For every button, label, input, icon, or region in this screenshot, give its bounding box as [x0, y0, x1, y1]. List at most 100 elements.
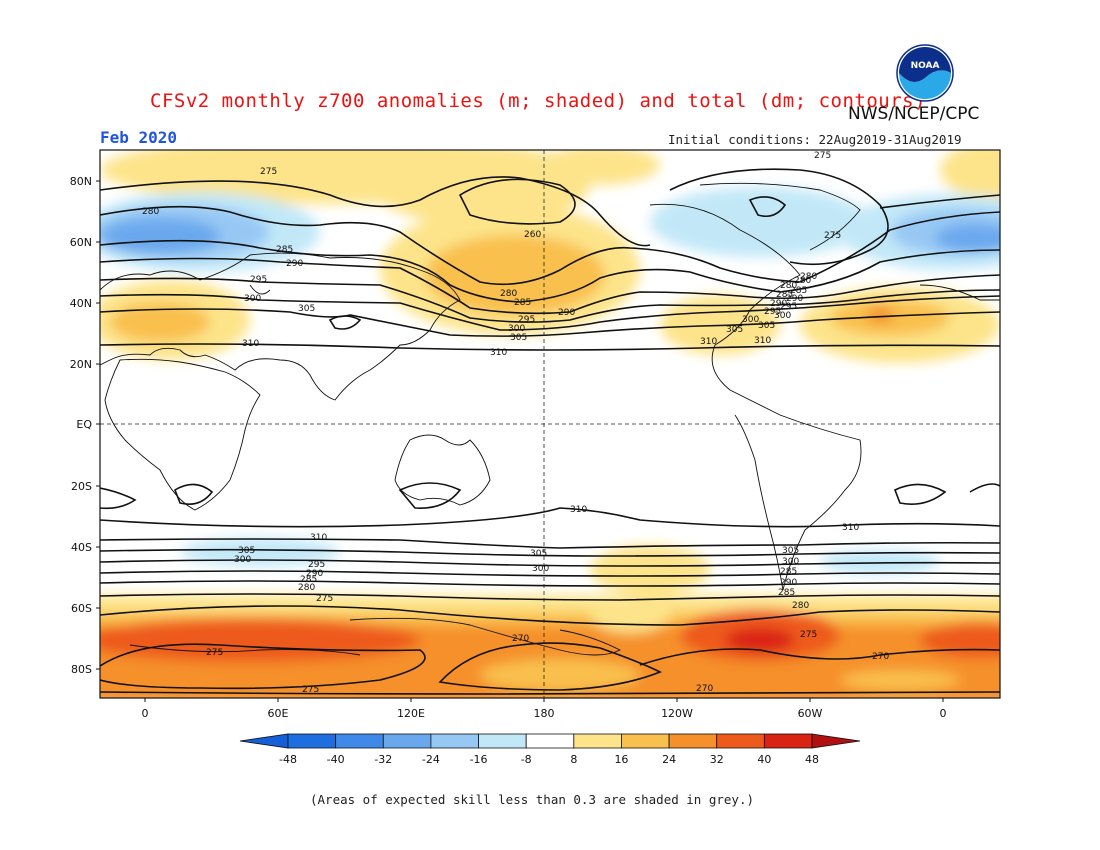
height-contours	[100, 168, 1000, 695]
contour-label: 310	[570, 505, 587, 515]
contour-label: 295	[764, 307, 781, 317]
contour-label: 300	[508, 324, 525, 334]
lat-tick-label: 60S	[71, 602, 92, 615]
colorbar-under-arrow	[239, 733, 289, 749]
contour-label: 280	[500, 289, 517, 299]
lon-tick-label: 120W	[661, 707, 693, 720]
colorbar-boxes	[287, 733, 813, 749]
colorbar-level-label: 8	[570, 753, 577, 766]
contour-label: 305	[530, 549, 547, 559]
colorbar-swatch	[525, 733, 575, 749]
contour-label: 300	[532, 564, 549, 574]
contour-label: 295	[780, 302, 797, 312]
contour-label: 270	[696, 684, 713, 694]
contour-label: 295	[518, 315, 535, 325]
contour-label: 310	[242, 339, 259, 349]
noaa-logo-icon: NOAA	[896, 44, 954, 102]
colorbar-over-arrow	[811, 733, 861, 749]
contour-label: 305	[298, 304, 315, 314]
contour-label: 310	[754, 336, 771, 346]
map-panel: 275 280 285 290 295 300 305 310 280 285 …	[99, 149, 1001, 699]
lat-tick-label: 60N	[70, 236, 92, 249]
contour-label: 305	[510, 333, 527, 343]
coastlines	[100, 182, 1000, 656]
lon-tick-label: 120E	[397, 707, 425, 720]
colorbar-level-label: -40	[327, 753, 345, 766]
contour-label: 310	[842, 523, 859, 533]
contour-label: 280	[794, 276, 811, 286]
colorbar-level-label: 40	[757, 753, 771, 766]
axis-ticks	[96, 180, 944, 702]
lat-tick-label: 20S	[71, 480, 92, 493]
contour-label: 275	[800, 630, 817, 640]
contour-label: 280	[142, 207, 159, 217]
contour-label: 285	[790, 286, 807, 296]
contour-label: 290	[306, 569, 323, 579]
noaa-logo-text: NOAA	[911, 61, 940, 71]
lon-tick-label: 180	[534, 707, 555, 720]
contour-label: 300	[774, 311, 791, 321]
reference-lines	[100, 150, 1000, 698]
anomaly-shading	[100, 150, 1000, 698]
contour-label: 310	[490, 348, 507, 358]
lat-tick-label: 80S	[71, 663, 92, 676]
lat-tick-label: 80N	[70, 175, 92, 188]
contour-label: 280	[298, 583, 315, 593]
colorbar-swatch	[335, 733, 384, 749]
lat-tick-label: 40S	[71, 541, 92, 554]
contour-label: 305	[726, 325, 743, 335]
contour-label: 285	[514, 298, 531, 308]
colorbar-swatch	[382, 733, 432, 749]
contour-label: 280	[800, 272, 817, 282]
contour-label: 290	[558, 308, 575, 318]
contour-label: 305	[758, 321, 775, 331]
contour-label: 275	[316, 594, 333, 604]
contour-label: 305	[238, 546, 255, 556]
colorbar-level-label: 24	[662, 753, 676, 766]
contour-label: 270	[872, 652, 889, 662]
contour-label: 275	[260, 167, 277, 177]
colorbar-level-label: 48	[805, 753, 819, 766]
contour-label: 270	[512, 634, 529, 644]
chart-title: CFSv2 monthly z700 anomalies (m; shaded)…	[150, 90, 927, 112]
contour-label: 285	[276, 245, 293, 255]
agency-label: NWS/NCEP/CPC	[848, 104, 980, 124]
contour-label: 295	[308, 560, 325, 570]
contour-label: 260	[524, 230, 541, 240]
contour-label: 310	[310, 533, 327, 543]
contour-label: 285	[300, 575, 317, 585]
colorbar-swatch	[668, 733, 718, 749]
lat-tick-label: EQ	[76, 418, 92, 431]
colorbar-swatch	[287, 733, 337, 749]
longitude-axis: 0 60E 120E 180 120W 60W 0	[142, 707, 947, 720]
lon-tick-label: 60W	[798, 707, 823, 720]
contour-label: 285	[776, 290, 793, 300]
contour-label: 275	[206, 648, 223, 658]
contour-label: 300	[244, 294, 261, 304]
colorbar-level-label: -32	[374, 753, 392, 766]
lat-tick-label: 20N	[70, 358, 92, 371]
colorbar-level-label: -8	[521, 753, 532, 766]
map-background	[100, 150, 1000, 698]
contour-label: 275	[824, 231, 841, 241]
contour-label: 310	[700, 337, 717, 347]
lon-tick-label: 0	[142, 707, 149, 720]
contour-label: 285	[778, 588, 795, 598]
colorbar-level-label: 32	[710, 753, 724, 766]
contour-label: 290	[770, 299, 787, 309]
contour-label: 290	[786, 294, 803, 304]
colorbar-level-label: -16	[470, 753, 488, 766]
colorbar-swatch	[763, 733, 813, 749]
forecast-month-label: Feb 2020	[100, 128, 178, 147]
colorbar-level-label: -48	[279, 753, 297, 766]
contour-label: 275	[302, 685, 319, 695]
contour-label: 275	[814, 151, 831, 161]
initial-conditions-label: Initial conditions: 22Aug2019-31Aug2019	[668, 132, 962, 147]
colorbar-swatch	[716, 733, 765, 749]
colorbar-swatch	[478, 733, 527, 749]
colorbar-swatch	[621, 733, 670, 749]
colorbar-level-label: 16	[614, 753, 628, 766]
contour-label: 300	[742, 315, 759, 325]
contour-label: 300	[782, 557, 799, 567]
contour-label: 305	[782, 546, 799, 556]
